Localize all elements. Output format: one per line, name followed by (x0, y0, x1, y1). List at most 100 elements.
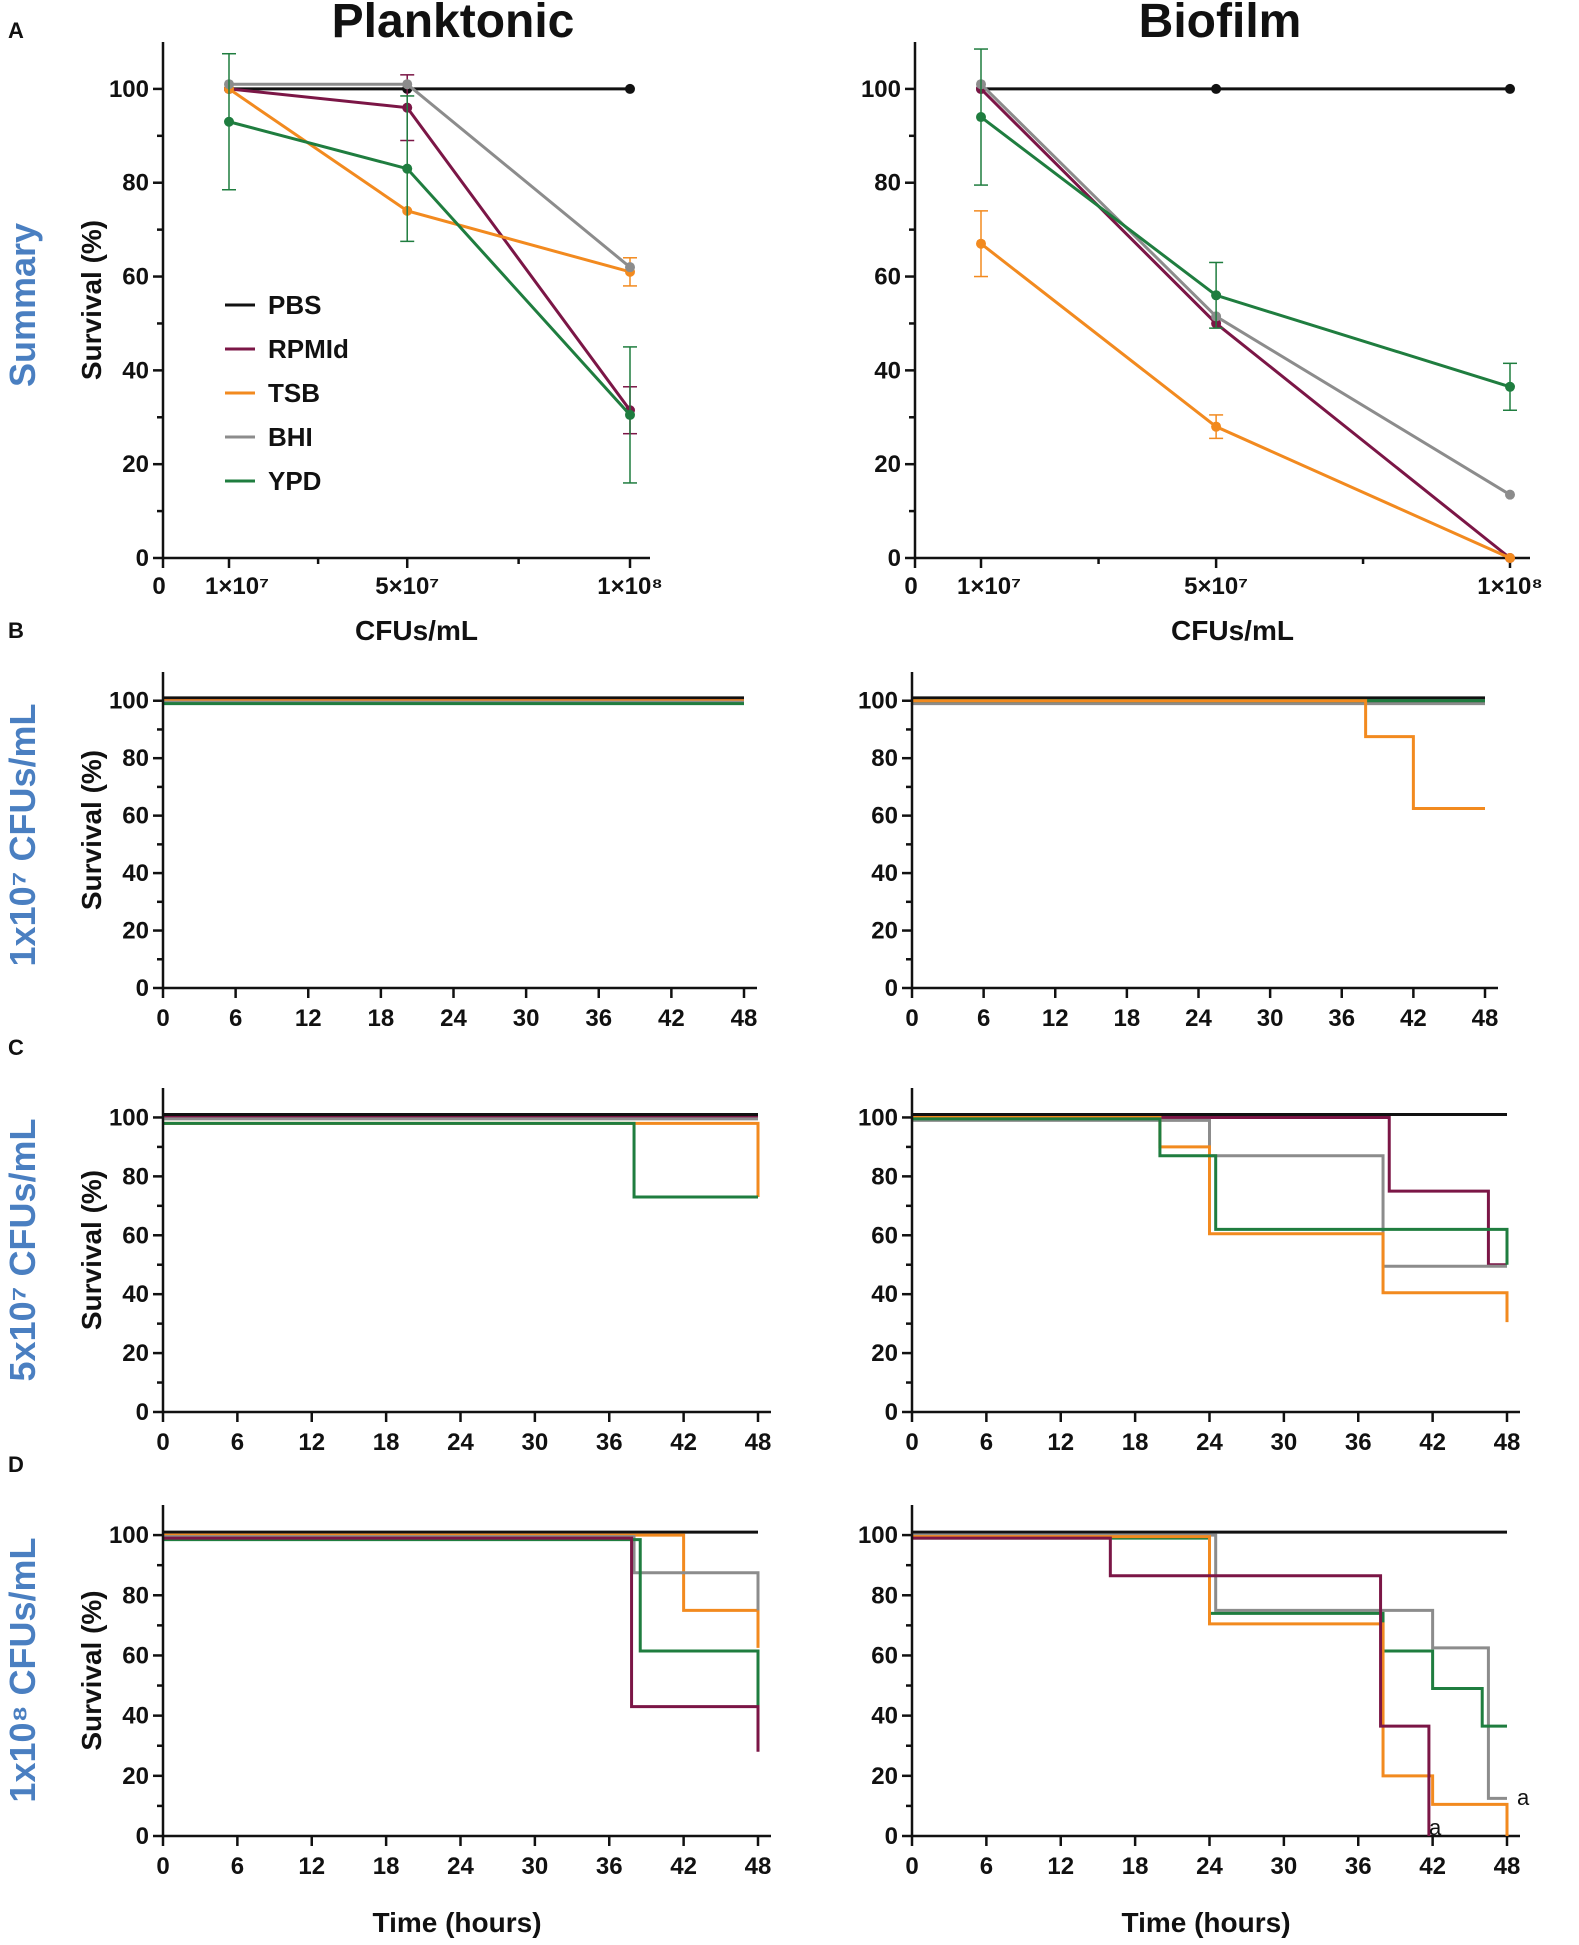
y-tick-label: 0 (885, 975, 898, 1002)
x-tick-label: 30 (513, 1005, 540, 1032)
panel-letter-d: D (8, 1452, 24, 1477)
x-axis-title: CFUs/mL (355, 615, 478, 646)
panel-letter-a: A (8, 18, 24, 43)
x-tick-label: 5×10⁷ (375, 573, 439, 600)
x-tick-label: 36 (596, 1429, 623, 1456)
chart-A-biofilm: 0 1×10⁷ 5×10⁷ 1×10⁸ CFUs/mL (904, 48, 1543, 646)
legend-label-tsb: TSB (268, 378, 320, 408)
y-tick-label: 60 (871, 1642, 898, 1669)
charts-layer: 0 1×10⁷ 5×10⁷ 1×10⁸ CFUs/mL PBS RPMId TSB BHI YPD… (76, 42, 1543, 1938)
x-axis-title: Time (hours) (372, 1907, 541, 1938)
x-tick-label: 6 (229, 1005, 242, 1032)
y-tick-label: 0 (136, 1823, 149, 1850)
y-tick-label: 80 (871, 1582, 898, 1609)
x-tick-label: 18 (373, 1429, 400, 1456)
data-point-bhi (625, 262, 635, 273)
y-tick-label: 100 (109, 1522, 149, 1549)
x-tick-label: 36 (1345, 1429, 1372, 1456)
y-tick-label: 0 (136, 975, 149, 1002)
step-line-tsb (163, 1121, 760, 1197)
y-tick-label: 100 (858, 1522, 898, 1549)
y-tick-label: 20 (122, 451, 149, 478)
step-line-tsb (912, 1535, 1509, 1836)
data-point-ypd (1505, 381, 1515, 392)
y-tick-label: 20 (122, 1763, 149, 1790)
x-tick-label: 0 (905, 1005, 918, 1032)
y-tick-label: 100 (109, 688, 149, 715)
y-tick-label: 40 (871, 1281, 898, 1308)
row-label-5e7: 5x10⁷ CFUs/mL (2, 1119, 43, 1382)
x-tick-label: 12 (1047, 1853, 1074, 1880)
data-point-pbs (625, 83, 635, 94)
y-tick-label: 0 (136, 545, 149, 572)
row-label-1e7: 1x10⁷ CFUs/mL (2, 704, 43, 967)
x-tick-label: 0 (156, 1005, 169, 1032)
x-tick-label: 0 (905, 1429, 918, 1456)
data-point-bhi (402, 79, 413, 90)
y-tick-label: 20 (871, 1763, 898, 1790)
x-tick-label: 36 (585, 1005, 612, 1032)
x-tick-label: 42 (670, 1853, 697, 1880)
step-line-tsb (912, 699, 1485, 810)
chart-D-planktonic: 0 6 12 18 24 30 36 42 48 Time (hours) (156, 1530, 772, 1938)
x-tick-label: 0 (152, 573, 165, 600)
y-axis-4: 0 20 40 60 80 100 Survival (%) (76, 1088, 165, 1426)
x-tick-label: 6 (980, 1853, 993, 1880)
y-axis-title: Survival (%) (76, 1170, 107, 1330)
y-tick-label: 60 (871, 803, 898, 830)
y-tick-label: 60 (122, 264, 149, 291)
y-tick-label: 60 (871, 1222, 898, 1249)
x-tick-label: 12 (298, 1429, 325, 1456)
x-tick-label: 18 (1122, 1853, 1149, 1880)
data-point-ypd (402, 163, 413, 174)
x-tick-label: 18 (1114, 1005, 1141, 1032)
x-tick-label: 0 (905, 1853, 918, 1880)
x-tick-label: 0 (904, 573, 917, 600)
series-line-tsb (228, 87, 631, 274)
data-point-ypd (625, 409, 635, 420)
step-line-tsb (163, 1533, 760, 1648)
y-tick-label: 40 (122, 1281, 149, 1308)
x-tick-label: 6 (977, 1005, 990, 1032)
y-tick-label: 40 (122, 357, 149, 384)
series-line-tsb (980, 242, 1511, 560)
y-tick-label: 20 (871, 918, 898, 945)
series-line-bhi (229, 82, 631, 269)
data-point-pbs (1211, 83, 1222, 94)
x-tick-label: 36 (1345, 1853, 1372, 1880)
x-tick-label: 12 (1047, 1429, 1074, 1456)
y-tick-label: 80 (122, 170, 149, 197)
y-tick-label: 20 (122, 1340, 149, 1367)
y-axis-1: 0 20 40 60 80 100 (861, 42, 917, 572)
y-tick-label: 0 (136, 1399, 149, 1426)
y-tick-label: 80 (122, 1582, 149, 1609)
y-axis-0: 0 20 40 60 80 100 Survival (%) (76, 42, 165, 572)
row-label-summary: Summary (2, 223, 43, 387)
x-tick-label: 48 (745, 1853, 772, 1880)
annotation-label: a (1429, 1815, 1442, 1840)
x-tick-label: 48 (1494, 1853, 1521, 1880)
x-tick-label: 30 (522, 1853, 549, 1880)
step-line-tsb (912, 1115, 1509, 1323)
x-tick-label: 42 (1400, 1005, 1427, 1032)
x-tick-label: 42 (1419, 1853, 1446, 1880)
annotation-label: a (1517, 1785, 1530, 1810)
y-tick-label: 80 (122, 1163, 149, 1190)
y-axis-title: Survival (%) (76, 220, 107, 380)
x-tick-label: 6 (980, 1429, 993, 1456)
legend-label-pbs: PBS (268, 290, 321, 320)
x-tick-label: 48 (1494, 1429, 1521, 1456)
y-tick-label: 60 (874, 264, 901, 291)
chart-A-planktonic: 0 1×10⁷ 5×10⁷ 1×10⁸ CFUs/mL PBS RPMId TSB BHI YPD (152, 52, 663, 646)
y-tick-label: 100 (109, 76, 149, 103)
row-label-1e8: 1x10⁸ CFUs/mL (2, 1537, 43, 1802)
legend-label-rpmid: RPMId (268, 334, 349, 364)
x-tick-label: 30 (522, 1429, 549, 1456)
y-tick-label: 100 (858, 688, 898, 715)
step-line-bhi (912, 1533, 1507, 1800)
series-line-rpmid (979, 87, 1511, 560)
x-axis-title: Time (hours) (1121, 1907, 1290, 1938)
data-point-ypd (1211, 290, 1222, 301)
x-tick-label: 30 (1257, 1005, 1284, 1032)
